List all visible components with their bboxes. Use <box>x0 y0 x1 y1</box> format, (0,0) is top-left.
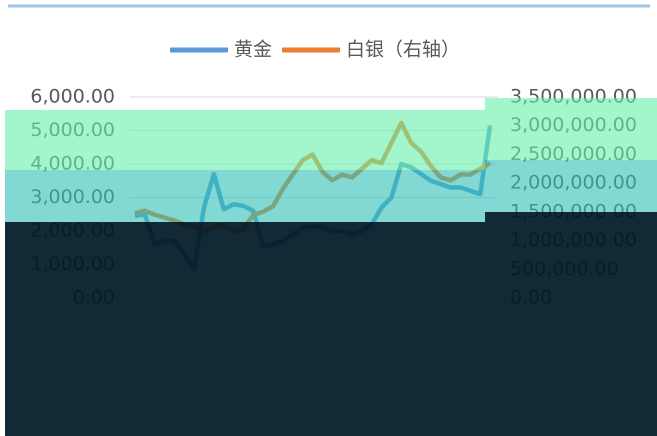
overlay-band <box>485 98 657 160</box>
legend-label: 黄金 <box>234 39 272 61</box>
overlay-band <box>5 170 485 222</box>
legend-label: 白银（右轴） <box>346 39 460 61</box>
overlay-band <box>5 110 485 170</box>
y-tick-label: 6,000.00 <box>30 86 115 108</box>
overlay-dark <box>5 212 657 436</box>
overlay-band <box>485 160 657 212</box>
